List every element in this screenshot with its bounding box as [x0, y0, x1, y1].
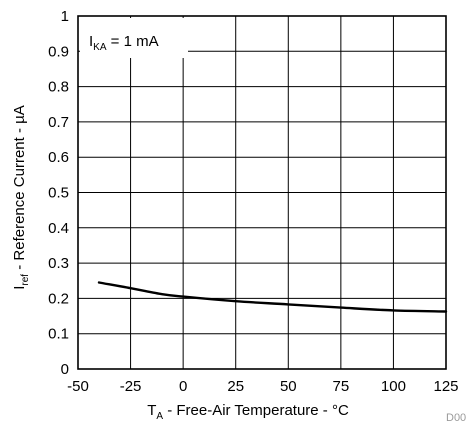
x-tick-label: 100: [381, 378, 406, 395]
x-tick-label: -25: [120, 378, 142, 395]
y-tick-label: 0: [61, 361, 69, 378]
x-tick-label: 75: [333, 378, 350, 395]
y-tick-label: 0.3: [48, 255, 69, 272]
y-axis-label-symbol: I: [11, 286, 28, 290]
figure-id: D00: [446, 412, 466, 424]
x-tick-label: 125: [433, 378, 458, 395]
y-axis-label-subscript: ref: [20, 274, 31, 286]
y-axis-label: Iref - Reference Current - µA: [11, 105, 31, 290]
y-tick-labels: 0 0.1 0.2 0.3 0.4 0.5 0.6 0.7 0.8 0.9 1: [48, 8, 69, 378]
y-tick-label: 0.9: [48, 43, 69, 60]
y-tick-label: 0.8: [48, 79, 69, 96]
x-tick-label: 25: [227, 378, 244, 395]
y-axis-label-text: - Reference Current - µA: [11, 105, 28, 274]
x-axis-label-text: - Free-Air Temperature - °C: [163, 402, 349, 419]
y-tick-label: 0.5: [48, 185, 69, 202]
y-tick-label: 0.7: [48, 114, 69, 131]
y-tick-label: 0.2: [48, 290, 69, 307]
y-tick-label: 0.6: [48, 149, 69, 166]
annotation-text: IKA = 1 mA: [89, 33, 159, 53]
x-axis-label: TA - Free-Air Temperature - °C: [147, 402, 349, 422]
annotation-symbol: I: [89, 33, 93, 50]
x-tick-label: -50: [67, 378, 89, 395]
series-line: [97, 281, 448, 313]
x-axis-label-symbol: T: [147, 402, 156, 419]
grid-lines: [78, 16, 446, 369]
plot-border: [77, 15, 447, 370]
annotation-value: = 1 mA: [107, 33, 159, 50]
series-layer: [97, 281, 448, 313]
y-tick-label: 0.1: [48, 326, 69, 343]
x-axis-label-subscript: A: [156, 411, 163, 422]
plot-frame: [77, 15, 447, 370]
annotation-box: IKA = 1 mA: [80, 18, 188, 58]
x-tick-labels: -50 -25 0 25 50 75 100 125: [67, 378, 458, 395]
annotation-background: [80, 18, 188, 58]
x-tick-label: 0: [179, 378, 187, 395]
y-tick-label: 0.4: [48, 220, 69, 237]
annotation-subscript: KA: [93, 42, 107, 53]
x-tick-label: 50: [280, 378, 297, 395]
y-tick-label: 1: [61, 8, 69, 25]
